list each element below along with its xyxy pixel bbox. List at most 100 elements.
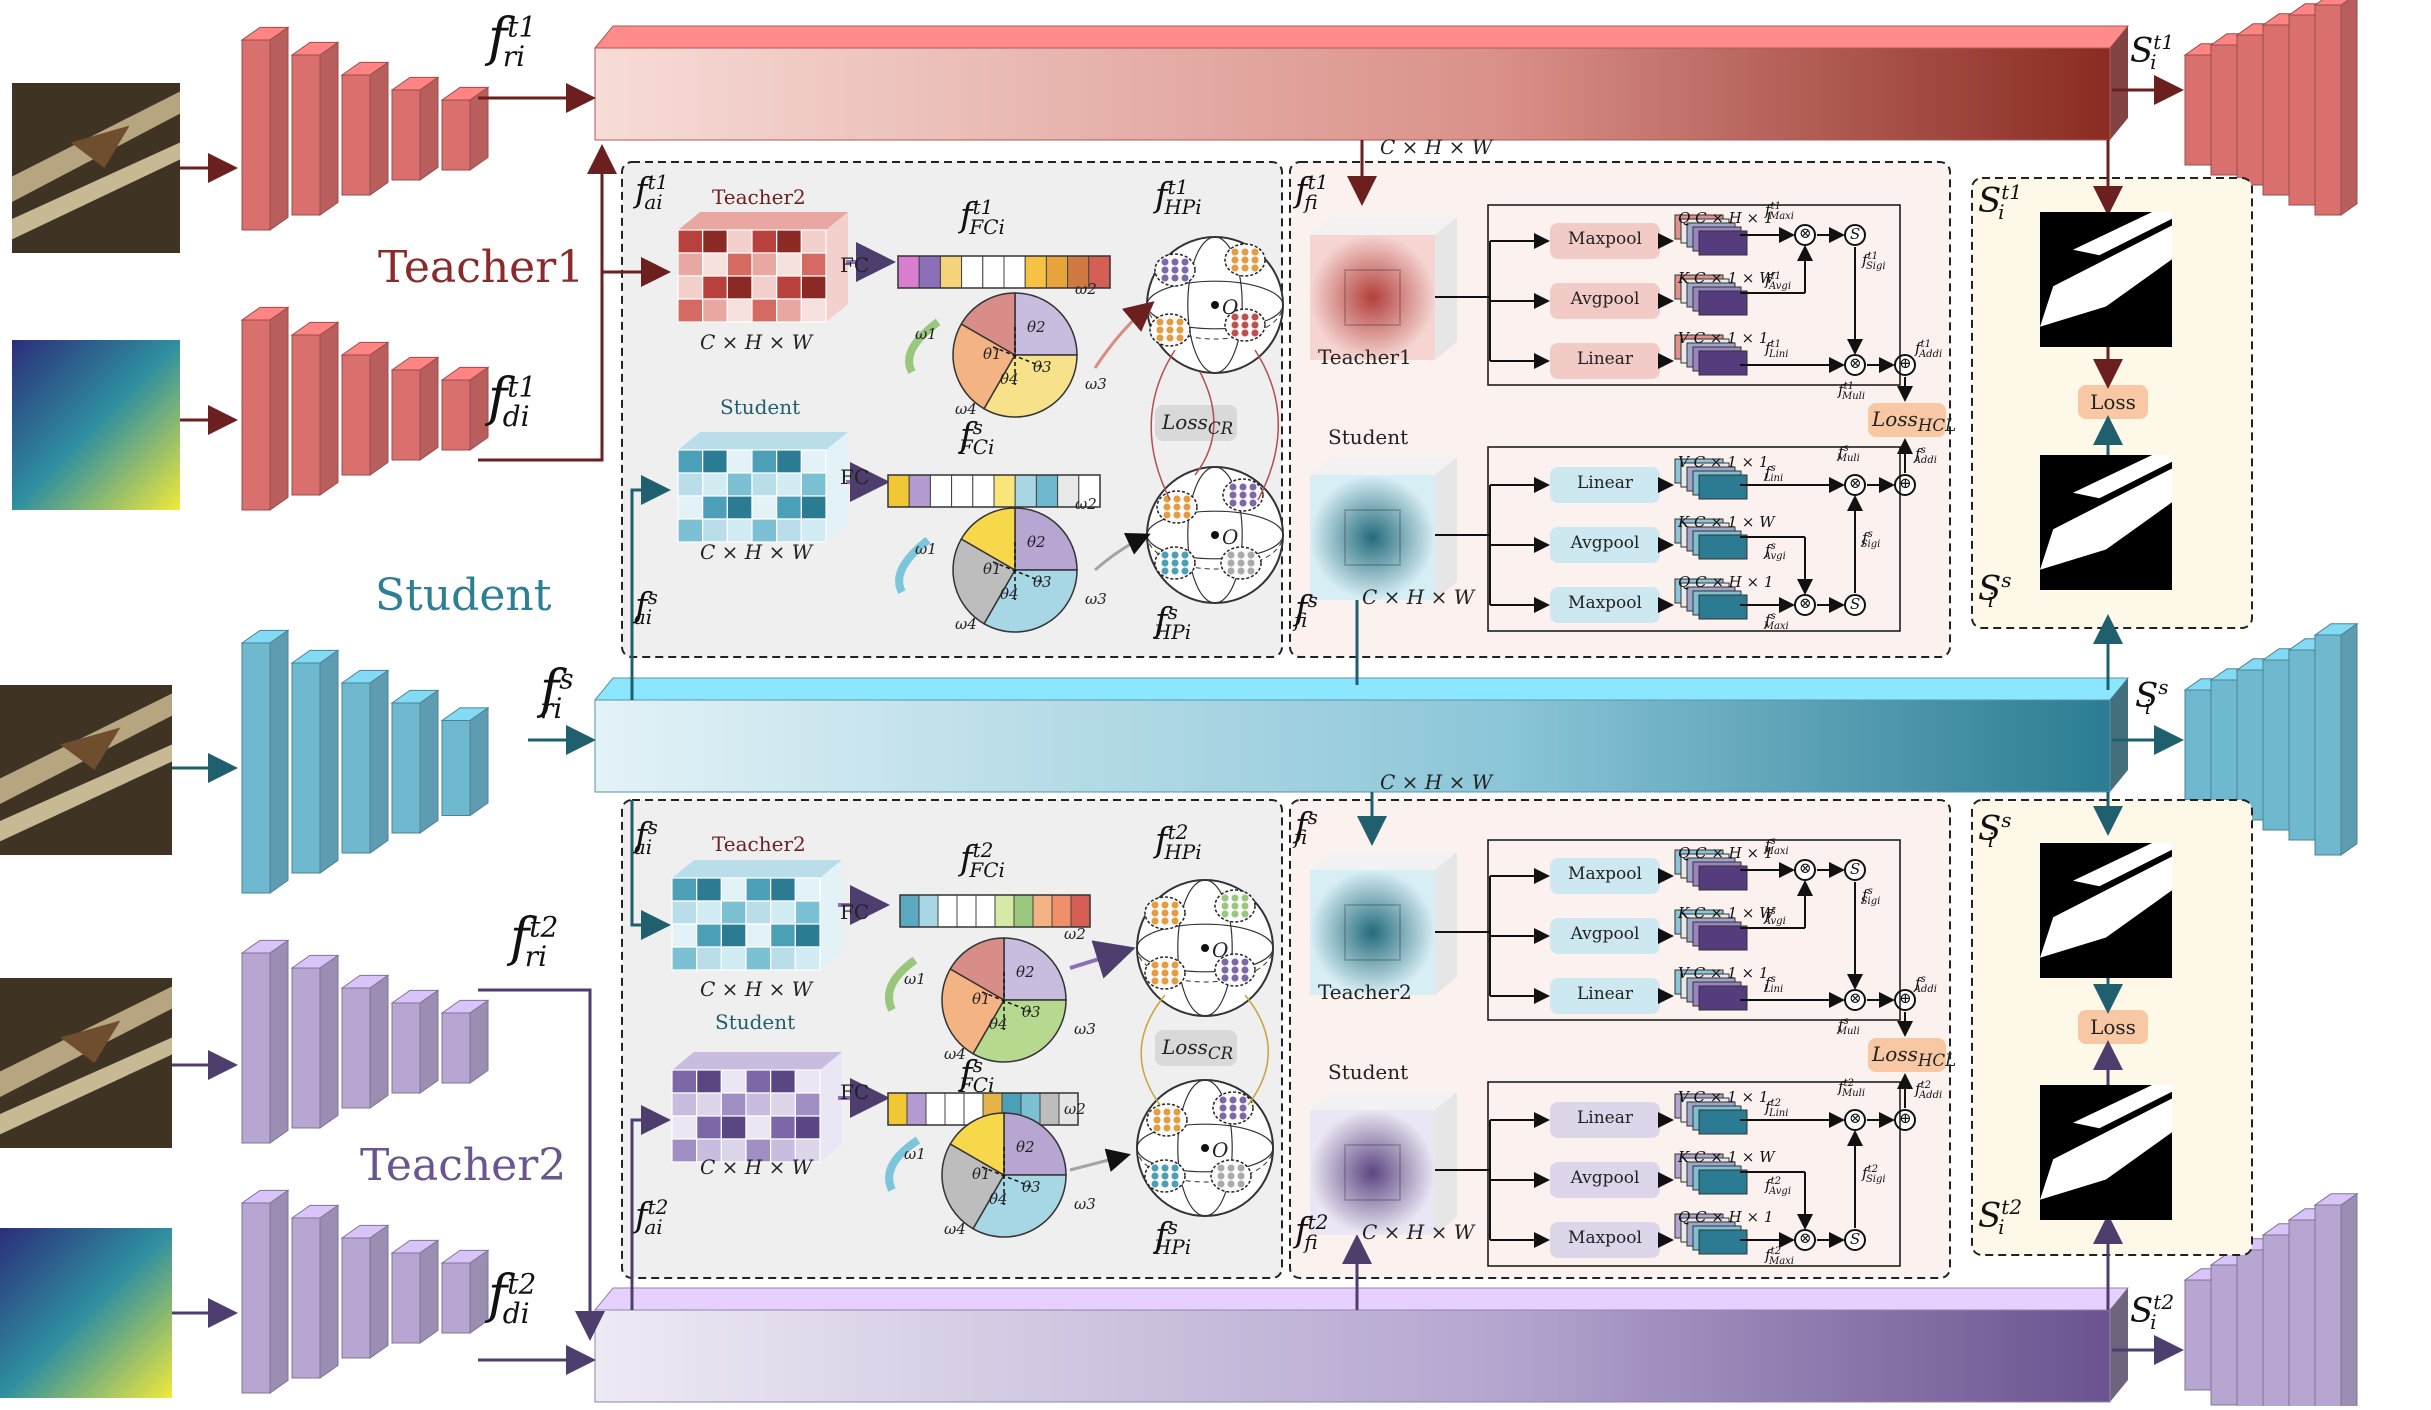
hypersphere-bot-s-point [1151,909,1159,917]
hypersphere-bot-t-point [1219,1096,1227,1104]
teacher1-decoder-layer-2 [2236,34,2264,186]
loss-cr-bot-box [1155,1030,1237,1066]
math-sub: fi [1304,190,1318,215]
hypersphere-bot-t-point [1163,1124,1171,1132]
hypersphere-bot-s-point [1241,966,1249,974]
label-text: Avgpool [1570,1168,1640,1188]
hypersphere-bot-t-point [1163,1108,1171,1116]
fc-vector-bot-s-cell [1032,894,1053,928]
hypersphere-bot-s-point [1151,961,1159,969]
hypersphere-bot-t-center [1201,1144,1209,1152]
fc-vector-top-t-cell [1003,255,1026,289]
teacher1-decoder-layer-3 [2262,24,2290,196]
hcl-bot-teacher-cube-top [1310,852,1457,870]
math-sub: HPi [1164,195,1202,220]
crd-top-teacher-label: Teacher2 [712,185,806,209]
fc-vector-bot-s-cell [994,894,1015,928]
math-sup: t2 [2001,1195,2023,1219]
label-text: O [1212,938,1229,962]
hypersphere-top-s-point [1229,483,1237,491]
math-base: f [1915,974,1921,992]
hcl-top-dims-t: C × H × W [1380,135,1492,159]
hcl-bot-t-op-label-1: Avgpool [1550,924,1660,944]
hypersphere-bot-t-point [1171,1164,1179,1172]
math-sup: s [2158,675,2169,699]
label-text: C × H × W [1362,585,1475,609]
math-sub: Avgi [1763,916,1786,927]
hypersphere-bot-s-point [1151,969,1159,977]
math-sub: Lini [1763,473,1784,484]
math-sub: HCL [1917,1051,1957,1070]
crd-bottom-student-cube-cell [794,877,821,902]
crd-top-center-t: O [1222,295,1238,319]
arrow-fai-s-bot [630,800,671,940]
angle-top-t-t1: θ1 [983,340,1002,364]
fc-vector-bot-s-cell [899,894,920,928]
hcl-top-teacher-label: Teacher1 [1318,345,1412,369]
math-sup: s [2001,568,2012,592]
f-fi-t2: ft2fi [1295,1210,1328,1254]
hcl-top-t-op-0 [1550,223,1660,259]
hypersphere-top-s-point [1239,499,1247,507]
crd-top-student-cube-cell [677,472,704,497]
math-sub: ai [633,835,653,860]
hypersphere-top-s-point [1229,499,1237,507]
hcl-top-t-qkv-1-layer [1698,290,1748,316]
hypersphere-bot-t-point [1229,1096,1237,1104]
cr-link-top [1194,371,1215,476]
math-sup: t1 [1770,201,1781,212]
crd-top-f-hp-t: ft1HPi [1155,175,1202,219]
student-encoder-layer-1 [291,662,321,874]
angle-bot-s-t1: θ1 [972,985,991,1009]
crd-top-student-cube-cell [751,449,778,474]
fc-vector-bot-t-cell [906,1092,927,1126]
hcl-top-t-qkv-1: K C × 1 × W [1678,269,1775,287]
crd-bottom-student-cube-cell [696,877,722,902]
angle-text: θ1 [972,1165,991,1183]
hcl-bot-s-qkv-2-layer [1698,1229,1748,1255]
teacher1-rgb-encoder-layer-0 [241,39,271,231]
crd-bot-fc-t: FC [840,900,869,924]
math-base: f [510,908,530,968]
math-sub: i [1987,828,1994,853]
fc-vector-top-t-cell [961,255,984,289]
hypersphere-bot-t-point [1239,1112,1247,1120]
math-sub: ai [633,605,653,630]
hcl-bot-teacher-label: Teacher2 [1318,980,1412,1004]
math-base: f [1915,1080,1921,1098]
label-text: ⊕ [1899,1109,1912,1127]
crd-top-student-cube-cell [776,449,802,474]
student-encoder-layer-1-side [319,649,339,874]
hcl-bot-s-mul1-sym: ⊗ [1799,1229,1812,1247]
math-base: f [960,838,973,879]
arrow-fdi-t1 [478,144,617,462]
label-text: Teacher2 [1318,980,1412,1004]
hcl-bot-s-op-label-2: Maxpool [1550,1228,1660,1248]
math-sub: Sigi [1865,261,1886,272]
crd-bottom-student-cube-cell [720,923,747,948]
hypersphere-top-s-point [1237,567,1245,575]
label-text: K [1678,269,1690,287]
mask-teacher1-region [2040,225,2172,327]
crd-bottom-student-cube-cell [720,877,747,902]
hypersphere-bot-t-point [1217,1172,1225,1180]
crd-bottom-teacher-cube-cell [720,1069,747,1094]
pie-top-t-dash [992,346,1044,368]
teacher2-decoder-layer-4 [2288,1219,2316,1410]
crd-bottom-student-cube-cell [671,877,698,902]
angle-text: ω3 [1085,375,1107,393]
hypersphere-top-t-point [1231,313,1239,321]
hypersphere-bot-t-point [1151,1172,1159,1180]
hcl-top-s-sig-sym: S [1850,595,1860,613]
fc-vector-top-t-cell [897,255,920,289]
angle-text: ω4 [944,1220,966,1238]
math-base: f [635,1195,648,1236]
hcl-top-t-op-label-2: Linear [1550,349,1660,369]
hypersphere-top-s-point [1171,559,1179,567]
angle-top-s-t4: θ4 [1000,580,1019,604]
teacher2-rgb-encoder-layer-4-side [469,999,489,1084]
student-decoder-layer-1 [2210,679,2238,811]
hypersphere-top-t-point [1241,248,1249,256]
student-decoder-layer-5-side [2340,622,2358,856]
hcl-top-s-sig [1844,594,1866,616]
